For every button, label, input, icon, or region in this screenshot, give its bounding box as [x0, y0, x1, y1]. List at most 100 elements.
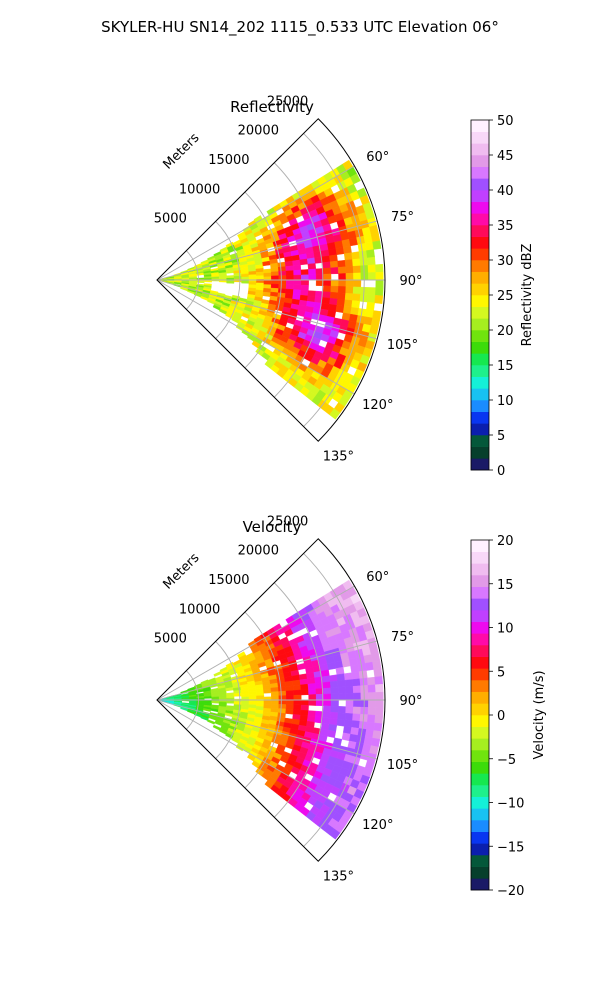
angle-tick-label: 105°	[387, 758, 418, 773]
colorbar-swatch	[471, 330, 489, 342]
data-cell	[278, 704, 287, 710]
data-cell	[337, 706, 347, 714]
data-cell	[323, 273, 332, 281]
reflectivity-radial-axis-label: Meters	[161, 130, 203, 172]
data-cell	[330, 279, 339, 287]
data-cell	[270, 687, 279, 693]
data-cell	[322, 711, 331, 719]
reflectivity-title: Reflectivity	[230, 98, 314, 116]
data-cell	[300, 683, 309, 691]
data-cell	[373, 722, 383, 732]
angular-gridline	[156, 699, 378, 760]
data-cell	[299, 678, 309, 686]
data-cell	[255, 271, 265, 277]
data-cell	[307, 710, 317, 717]
data-cell	[286, 279, 295, 286]
data-cell	[344, 679, 354, 688]
colorbar-swatch	[471, 155, 489, 167]
colorbar-swatch	[471, 435, 489, 447]
colorbar-swatch	[471, 423, 489, 436]
colorbar-swatch	[471, 843, 489, 856]
data-cell	[300, 284, 309, 291]
data-cell	[293, 704, 302, 711]
data-cell	[329, 828, 341, 840]
data-cell	[351, 671, 361, 680]
colorbar-swatch	[471, 586, 489, 599]
data-cell	[300, 704, 309, 711]
reflectivity-radial-tick-labels: 5000 10000 15000 20000 25000	[154, 94, 309, 226]
data-cell	[248, 274, 257, 279]
data-cell	[300, 699, 309, 706]
radial-tick-label: 25000	[267, 514, 308, 529]
colorbar-swatch	[471, 143, 489, 156]
data-cell	[335, 246, 345, 255]
data-cell	[330, 687, 339, 695]
data-cell	[366, 301, 375, 311]
data-cell	[233, 275, 242, 280]
data-cell	[270, 267, 279, 273]
data-cell	[372, 660, 382, 670]
data-cell	[352, 293, 361, 302]
data-cell	[300, 274, 309, 281]
data-cell	[343, 719, 353, 728]
velocity-data-layer	[158, 579, 384, 840]
data-cell	[233, 278, 242, 283]
colorbar-tick-label: 35	[497, 219, 514, 234]
reflectivity-grid	[156, 118, 386, 442]
data-cell	[341, 658, 351, 668]
colorbar-tick-label: −15	[497, 840, 524, 855]
colorbar-swatch	[471, 131, 489, 144]
colorbar-swatch	[471, 388, 489, 401]
data-cell	[375, 691, 384, 701]
colorbar-swatch	[471, 750, 489, 762]
data-cell	[337, 686, 347, 694]
data-cell	[196, 277, 205, 280]
radial-tick-label: 25000	[267, 94, 308, 109]
data-cell	[322, 261, 331, 269]
data-cell	[204, 696, 212, 699]
data-cell	[278, 275, 287, 281]
colorbar-swatch	[471, 656, 489, 669]
colorbar-swatch	[471, 190, 489, 202]
colorbar-swatch	[471, 563, 489, 576]
data-cell	[366, 721, 375, 731]
colorbar-swatch	[471, 680, 489, 692]
data-cell	[203, 280, 212, 283]
data-cell	[345, 699, 354, 708]
colorbar-swatch	[471, 808, 489, 821]
data-cell	[368, 699, 377, 708]
velocity-colorbar-label: Velocity (m/s)	[532, 670, 547, 759]
data-cell	[300, 269, 309, 276]
colorbar-swatch	[471, 120, 489, 132]
data-cell	[262, 291, 271, 297]
data-cell	[350, 664, 360, 673]
data-cell	[286, 699, 295, 706]
colorbar-swatch	[471, 878, 489, 891]
data-cell	[345, 266, 354, 274]
colorbar-tick-label: 10	[497, 622, 514, 637]
data-cell	[307, 263, 317, 270]
colorbar-swatch	[471, 761, 489, 774]
data-cell	[335, 305, 345, 314]
colorbar-swatch	[471, 691, 489, 704]
reflectivity-colorbar-label: Reflectivity dBZ	[520, 244, 535, 347]
data-cell	[211, 700, 220, 704]
data-cell	[323, 279, 332, 287]
data-cell	[248, 270, 257, 276]
data-cell	[308, 268, 317, 275]
data-cell	[336, 298, 346, 307]
data-cell	[336, 718, 346, 727]
data-cell	[344, 712, 354, 721]
data-cell	[285, 685, 294, 692]
data-cell	[353, 692, 362, 701]
data-cell	[286, 694, 295, 701]
colorbar-swatch	[471, 785, 489, 797]
data-cell	[367, 264, 376, 273]
angular-gridline	[156, 699, 355, 815]
data-cell	[330, 699, 339, 707]
data-cell	[308, 699, 317, 706]
colorbar-tick-label: 0	[497, 709, 505, 724]
data-cell	[226, 275, 235, 279]
data-cell	[338, 279, 347, 287]
colorbar-swatch	[471, 248, 489, 261]
